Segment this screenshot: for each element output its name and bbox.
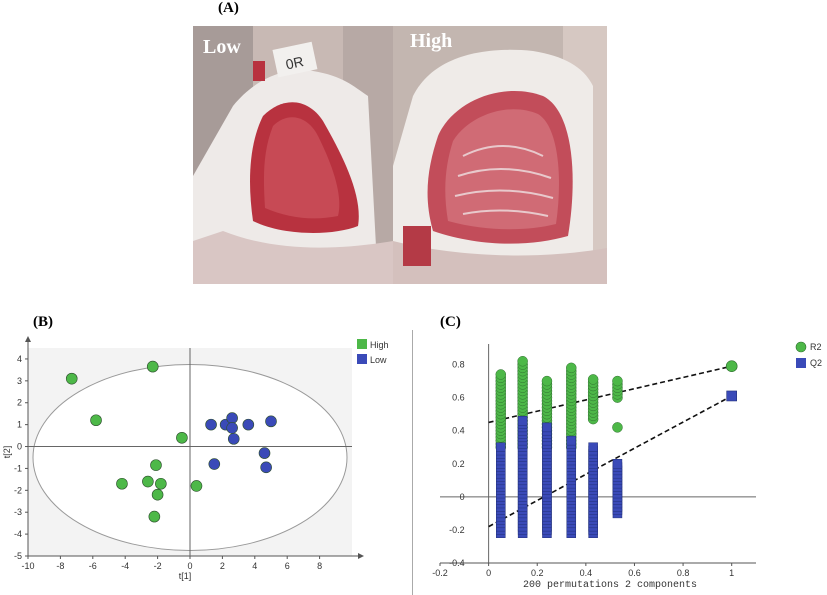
y-tick-label: -4 [14,529,22,539]
y-tick-label: 0.2 [452,459,465,469]
x-axis-arrow [358,553,364,559]
y-tick-label: -5 [14,551,22,561]
x-tick-label: 2 [220,561,225,571]
y-axis-arrow [25,336,31,342]
data-point-high [155,477,167,490]
x-tick-label: 6 [285,561,290,571]
y-tick-label: 0.4 [452,426,465,436]
x-tick-label: 0.2 [531,568,544,578]
y-tick-label: -3 [14,507,22,517]
permutation-point-r2 [541,375,553,387]
x-axis-label: 200 permutations 2 components [523,579,697,591]
data-point-high [146,360,159,373]
y-tick-label: 4 [17,354,22,364]
y-tick-label: 0 [17,442,22,452]
permutation-point-q2 [612,459,623,469]
legend-swatch-low [357,354,367,364]
data-point-low [226,422,238,434]
data-point-low [260,461,272,474]
panel-b-label: (B) [33,314,53,330]
legend-marker-r2 [795,341,807,353]
photo-caption-low: Low [203,36,241,58]
legend-marker-q2 [796,358,806,368]
x-axis-label: t[1] [179,571,192,581]
x-tick-label: 1 [729,568,734,578]
permutation-test-plot: -0.2 0 0.2 0.4 0.6 0.8 1-0.4-0.200.20.40.60.82… [412,330,822,595]
y-tick-label: 0.8 [452,360,465,370]
data-point-high [150,459,162,471]
data-point-low [265,415,277,428]
x-tick-label: 0.8 [677,568,690,578]
original-model-point-r2 [725,360,738,372]
regression-line-q2 [488,395,733,528]
y-tick-label: -0.2 [449,525,465,535]
permutation-point-r2 [612,422,623,433]
x-tick-label: -8 [56,561,64,571]
x-tick-label: 8 [317,561,322,571]
permutation-point-r2 [587,374,599,385]
pca-score-plot: -10 -8 -6 -4 -2 0 2 4 6 8-5-4-3-2-101234t[1]t[2]H… [2,336,389,581]
regression-line-r2 [488,365,732,424]
legend-label-r2: R2 [810,342,822,352]
permutation-point-q2 [566,435,577,446]
x-tick-label: -10 [21,561,34,571]
photo-low-marbling: 0R Low [193,26,393,284]
data-point-low [242,418,255,431]
permutation-point-r2 [566,362,577,374]
permutation-point-r2 [495,369,507,380]
legend-label-q2: Q2 [810,358,822,368]
y-tick-label: -2 [14,485,22,495]
original-model-point-q2 [726,390,737,402]
x-tick-label: -0.2 [432,568,448,578]
y-axis-label: t[2] [2,446,12,459]
y-tick-label: 0 [460,492,465,502]
data-point-low [227,433,240,445]
permutation-point-q2 [517,416,528,426]
photo-high-marbling: High [393,26,607,284]
y-tick-label: -1 [14,463,22,473]
legend-swatch-high [357,339,367,349]
permutation-point-r2 [517,355,528,367]
data-point-high [90,414,102,427]
x-tick-label: 0 [486,568,491,578]
permutation-point-q2 [588,442,598,452]
x-tick-label: 4 [252,561,257,571]
y-tick-label: -0.4 [449,558,465,568]
panel-c-label: (C) [440,314,461,330]
data-point-high [65,372,78,385]
photo-caption-high: High [410,30,453,52]
data-point-high [176,431,188,444]
x-tick-label: 0 [187,561,192,571]
x-tick-label: -4 [121,561,129,571]
data-point-high [116,477,128,490]
data-point-low [205,418,217,431]
y-tick-label: 2 [17,398,22,408]
y-tick-label: 3 [17,376,22,386]
data-point-low [258,447,271,459]
data-point-low [208,458,221,470]
data-point-high [142,475,154,488]
x-tick-label: 0.4 [580,568,593,578]
x-tick-label: 0.6 [628,568,641,578]
data-point-low [226,412,238,424]
x-tick-label: -2 [154,561,162,571]
permutation-point-r2 [612,375,623,387]
y-tick-label: 1 [17,420,22,430]
panel-a-label: (A) [218,0,239,16]
legend-label-high: High [370,340,389,350]
legend-label-low: Low [370,355,387,365]
x-tick-label: -6 [89,561,97,571]
data-point-high [151,488,164,501]
permutation-point-q2 [542,422,552,433]
permutation-point-q2 [496,442,506,452]
carcass-tag-text: 0R [284,53,305,72]
data-point-high [148,510,161,523]
y-tick-label: 0.6 [452,393,465,403]
data-point-high [190,480,203,492]
